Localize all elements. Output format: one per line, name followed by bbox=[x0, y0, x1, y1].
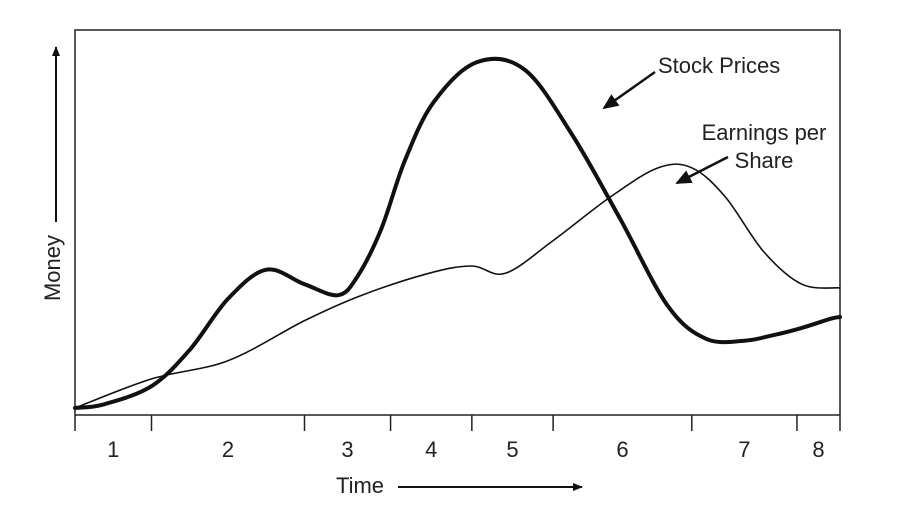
annotation-earnings-line1: Earnings per bbox=[702, 120, 827, 145]
annotation-arrow-earnings bbox=[675, 155, 729, 185]
y-axis-title: Money bbox=[40, 235, 65, 301]
plot-frame bbox=[74, 29, 841, 416]
period-label-2: 2 bbox=[222, 437, 234, 462]
period-label-6: 6 bbox=[616, 437, 628, 462]
period-label-3: 3 bbox=[341, 437, 353, 462]
series-lines bbox=[73, 56, 842, 410]
period-label-5: 5 bbox=[506, 437, 518, 462]
period-label-7: 7 bbox=[738, 437, 750, 462]
series-line-earnings-per-share bbox=[74, 163, 841, 409]
annotation-stock-prices: Stock Prices bbox=[658, 53, 780, 78]
annotation-arrow-stock-prices bbox=[602, 70, 656, 110]
period-ticks bbox=[74, 415, 841, 431]
period-label-4: 4 bbox=[425, 437, 437, 462]
annotation-earnings-line2: Share bbox=[735, 148, 794, 173]
series-line-stock-prices bbox=[73, 56, 842, 410]
x-axis-title: Time bbox=[336, 473, 384, 498]
period-label-8: 8 bbox=[812, 437, 824, 462]
period-labels: 1 2 3 4 5 6 7 8 bbox=[107, 437, 824, 462]
period-label-1: 1 bbox=[107, 437, 119, 462]
